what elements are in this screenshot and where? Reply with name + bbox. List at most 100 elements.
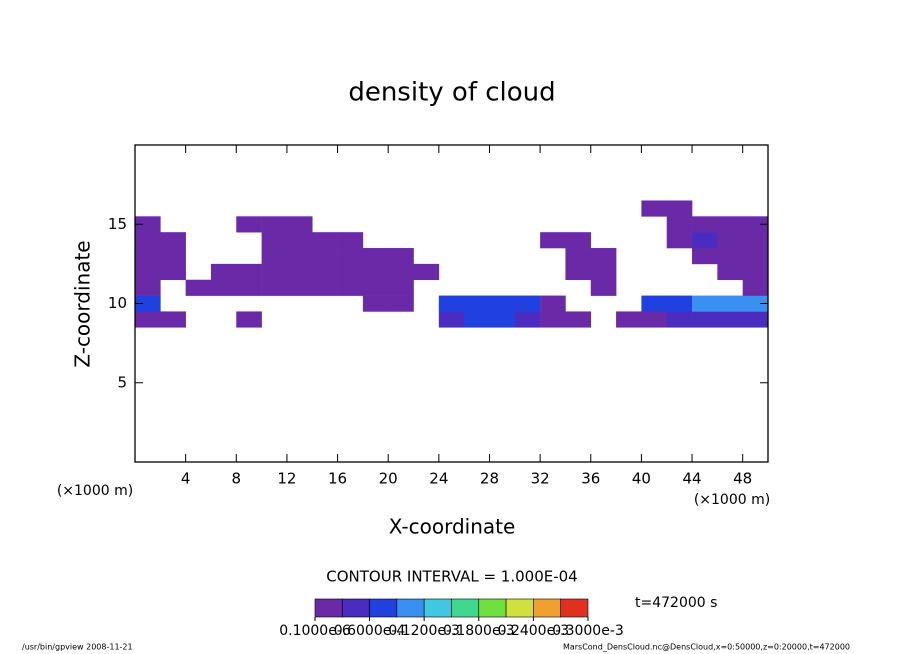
density-cell xyxy=(717,248,743,265)
density-cell xyxy=(540,311,566,328)
density-cell xyxy=(590,279,617,296)
density-cell xyxy=(742,311,769,328)
density-cell xyxy=(135,311,161,328)
density-cell xyxy=(565,263,592,281)
x-tick-label: 40 xyxy=(632,470,651,488)
colorbar-label: 0.2400e-3 xyxy=(498,623,570,639)
colorbar-swatch xyxy=(560,598,589,618)
x-unit-left: (×1000 m) xyxy=(57,483,133,499)
density-cell xyxy=(464,295,490,312)
y-tick-label: 15 xyxy=(108,215,127,233)
density-cell xyxy=(286,279,313,296)
colorbar-swatch xyxy=(505,598,534,618)
density-cell xyxy=(160,248,186,265)
density-cell xyxy=(236,263,262,281)
density-cell xyxy=(666,295,693,312)
density-cell xyxy=(286,248,313,265)
density-cell xyxy=(413,263,440,281)
density-cell xyxy=(210,263,237,281)
density-cell xyxy=(717,295,743,312)
density-cell xyxy=(135,279,161,296)
x-tick-label: 44 xyxy=(682,470,701,488)
time-label: t=472000 s xyxy=(635,595,717,611)
density-cell xyxy=(337,263,364,281)
density-cell xyxy=(388,295,414,312)
density-cell xyxy=(135,232,161,249)
density-cell xyxy=(286,263,313,281)
colorbar-swatch xyxy=(341,598,370,618)
density-cell xyxy=(514,311,541,328)
density-cell xyxy=(160,311,186,328)
density-cell xyxy=(565,232,592,249)
colorbar-swatch xyxy=(396,598,425,618)
colorbar-swatch xyxy=(314,598,343,618)
x-tick-label: 48 xyxy=(733,470,752,488)
density-cell xyxy=(236,279,262,296)
density-cell xyxy=(160,232,186,249)
density-cell xyxy=(692,216,718,233)
density-cell xyxy=(286,216,313,233)
density-cell xyxy=(742,216,769,233)
x-tick-label: 8 xyxy=(232,470,242,488)
density-cell xyxy=(135,216,161,233)
density-cell xyxy=(692,232,718,249)
density-cell xyxy=(641,311,668,328)
density-cell xyxy=(337,248,364,265)
x-tick-label: 24 xyxy=(429,470,448,488)
density-cell xyxy=(717,216,743,233)
density-cell xyxy=(261,232,288,249)
footer-left: /usr/bin/gpview 2008-11-21 xyxy=(22,643,133,652)
density-cell xyxy=(489,295,516,312)
density-cell xyxy=(210,279,237,296)
density-cell xyxy=(742,248,769,265)
density-cell xyxy=(540,232,566,249)
density-cell xyxy=(135,263,161,281)
density-cell xyxy=(135,295,161,312)
density-cell xyxy=(666,216,693,233)
density-cell xyxy=(362,295,389,312)
x-tick-label: 20 xyxy=(379,470,398,488)
density-cell xyxy=(666,232,693,249)
density-cell xyxy=(261,216,288,233)
x-tick-label: 12 xyxy=(277,470,296,488)
density-cell xyxy=(641,200,668,217)
density-cell xyxy=(742,232,769,249)
chart-title: density of cloud xyxy=(348,78,555,108)
density-cell xyxy=(388,248,414,265)
density-cell xyxy=(362,263,389,281)
density-cell xyxy=(565,248,592,265)
density-cell xyxy=(692,248,718,265)
density-cell xyxy=(742,295,769,312)
density-cell xyxy=(717,263,743,281)
density-cell xyxy=(438,295,465,312)
x-tick-label: 16 xyxy=(328,470,347,488)
density-cell xyxy=(337,279,364,296)
x-tick-label: 32 xyxy=(531,470,550,488)
density-cell xyxy=(312,279,338,296)
density-cell xyxy=(438,311,465,328)
colorbar-swatch xyxy=(423,598,452,618)
density-cell xyxy=(540,295,566,312)
density-cell xyxy=(236,216,262,233)
density-cell xyxy=(160,263,186,281)
x-tick-label: 4 xyxy=(181,470,191,488)
density-cell xyxy=(312,263,338,281)
density-cell xyxy=(692,295,718,312)
y-tick-label: 10 xyxy=(108,294,127,312)
colorbar-label: 0.1200e-3 xyxy=(388,623,460,639)
colorbar-swatch xyxy=(478,598,507,618)
footer-right: MarsCond_DensCloud.nc@DensCloud,x=0:5000… xyxy=(563,643,850,652)
colorbar-label: 0.3000e-3 xyxy=(552,623,624,639)
density-cell xyxy=(312,248,338,265)
density-cell xyxy=(717,232,743,249)
density-cell xyxy=(388,263,414,281)
density-cell xyxy=(261,248,288,265)
density-cell xyxy=(692,311,718,328)
density-cell xyxy=(261,263,288,281)
density-cell xyxy=(337,232,364,249)
density-cell xyxy=(286,232,313,249)
density-cell xyxy=(666,200,693,217)
x-tick-label: 36 xyxy=(581,470,600,488)
density-cell xyxy=(641,295,668,312)
